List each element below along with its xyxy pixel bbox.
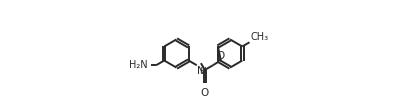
Text: H: H <box>198 67 205 76</box>
Text: CH₃: CH₃ <box>249 32 267 42</box>
Text: O: O <box>215 51 224 61</box>
Text: H₂N: H₂N <box>129 60 147 70</box>
Text: O: O <box>200 88 209 98</box>
Text: N: N <box>197 66 205 76</box>
